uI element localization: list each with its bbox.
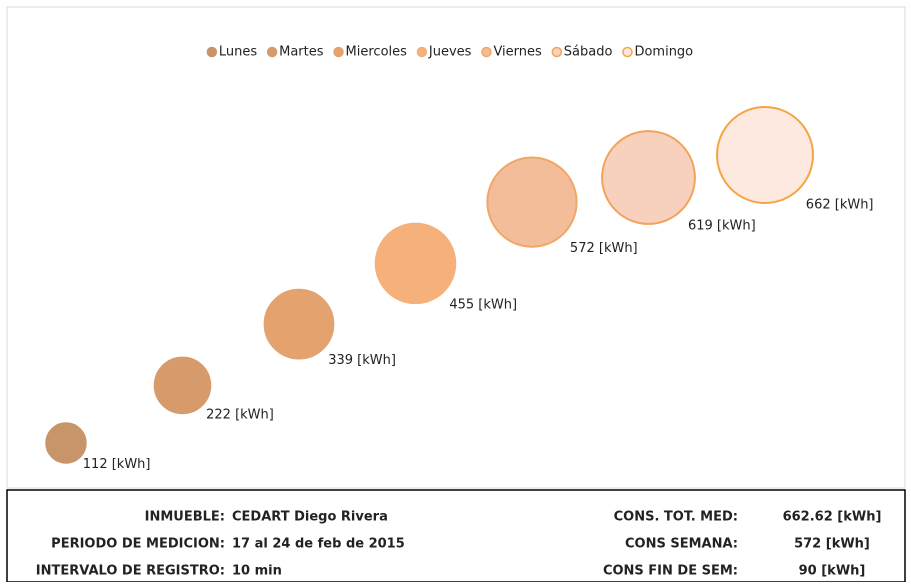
- info-frame: [6, 489, 906, 583]
- legend-label: Sábado: [564, 45, 613, 60]
- data-label: 662 [kWh]: [806, 198, 874, 213]
- bubble: [374, 222, 457, 305]
- legend-label: Miercoles: [346, 45, 408, 60]
- info-label: INTERVALO DE REGISTRO:: [36, 564, 225, 579]
- info-value: 17 al 24 de feb de 2015: [232, 537, 405, 552]
- data-label: 572 [kWh]: [570, 241, 638, 256]
- info-value: 10 min: [232, 564, 282, 579]
- bubble: [45, 422, 87, 464]
- data-label: 222 [kWh]: [206, 408, 274, 423]
- bubble: [601, 130, 696, 225]
- bubble: [153, 356, 212, 415]
- legend-label: Domingo: [634, 45, 693, 60]
- info-label: INMUEBLE:: [145, 510, 225, 525]
- info-label: PERIODO DE MEDICION:: [51, 537, 225, 552]
- info-label: CONS. TOT. MED:: [614, 510, 738, 525]
- data-label: 455 [kWh]: [449, 298, 517, 313]
- bubble: [716, 106, 814, 204]
- data-label: 339 [kWh]: [328, 353, 396, 368]
- legend-label: Jueves: [428, 45, 472, 60]
- info-value: 572 [kWh]: [794, 537, 870, 552]
- legend-marker: [206, 46, 218, 58]
- info-value: 90 [kWh]: [799, 564, 866, 579]
- legend-marker: [622, 46, 633, 58]
- legend-label: Martes: [279, 45, 324, 60]
- info-label: CONS SEMANA:: [625, 537, 738, 552]
- legend-label: Viernes: [493, 45, 542, 60]
- info-label: CONS FIN DE SEM:: [603, 564, 738, 579]
- legend-marker: [266, 46, 278, 58]
- bubble: [486, 156, 578, 248]
- legend-marker: [416, 46, 428, 58]
- info-value: 662.62 [kWh]: [783, 510, 882, 525]
- data-label: 619 [kWh]: [688, 218, 756, 233]
- bubble: [263, 288, 335, 360]
- legend-marker: [481, 46, 492, 58]
- info-table: INMUEBLE: CEDART Diego Rivera CONS. TOT. M…: [36, 510, 882, 579]
- legend-marker: [551, 46, 563, 58]
- data-label: 112 [kWh]: [83, 457, 151, 472]
- legend-label: Lunes: [219, 45, 257, 60]
- chart-frame: [6, 6, 906, 489]
- legend-marker: [333, 46, 344, 58]
- info-value: CEDART Diego Rivera: [232, 510, 388, 525]
